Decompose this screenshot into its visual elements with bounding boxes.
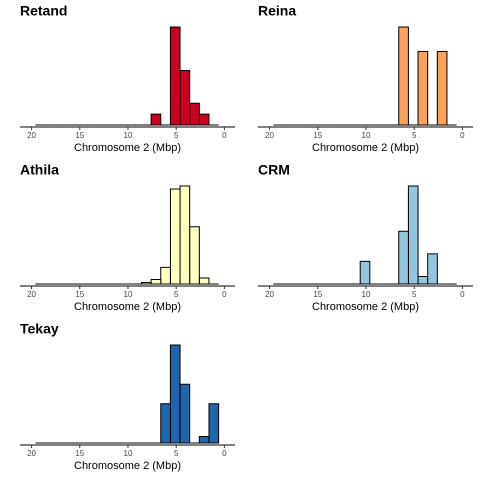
x-axis-label: Chromosome 2 (Mbp) [312, 301, 419, 313]
x-tick-label: 20 [27, 290, 36, 299]
x-tick-label: 15 [75, 131, 84, 140]
bar [407, 185, 419, 285]
bar [398, 26, 409, 126]
bar [179, 70, 191, 126]
bar [189, 226, 200, 285]
panel-title: Retand [20, 3, 67, 19]
x-axis-label: Chromosome 2 (Mbp) [74, 460, 181, 472]
bar [359, 260, 371, 285]
bar [198, 277, 210, 285]
bar [208, 403, 220, 444]
x-tick-label: 5 [174, 290, 179, 299]
x-tick-label: 15 [75, 290, 84, 299]
bar [198, 435, 210, 444]
x-tick-label: 15 [313, 290, 322, 299]
bar [198, 113, 210, 126]
x-tick-label: 15 [313, 131, 322, 140]
bar [160, 266, 171, 285]
bar [150, 278, 162, 285]
x-tick-label: 10 [362, 290, 371, 299]
x-tick-label: 5 [174, 449, 179, 458]
bar [140, 281, 152, 285]
bar [189, 102, 200, 126]
x-axis-label: Chromosome 2 (Mbp) [74, 142, 181, 154]
x-tick-label: 5 [412, 131, 417, 140]
x-tick-label: 10 [124, 290, 133, 299]
x-tick-label: 10 [124, 449, 133, 458]
bar [169, 344, 181, 444]
x-tick-label: 0 [222, 131, 227, 140]
x-tick-label: 0 [222, 290, 227, 299]
x-tick-label: 20 [27, 449, 36, 458]
x-axis-label: Chromosome 2 (Mbp) [312, 142, 419, 154]
x-tick-label: 0 [460, 290, 465, 299]
x-tick-label: 20 [265, 131, 274, 140]
bar [179, 185, 191, 285]
x-tick-label: 10 [124, 131, 133, 140]
panel-title: Reina [258, 3, 296, 19]
bar [169, 188, 181, 285]
bar [417, 51, 429, 126]
x-tick-label: 10 [362, 131, 371, 140]
bar [179, 383, 191, 444]
bar [160, 403, 171, 444]
x-axis-label: Chromosome 2 (Mbp) [74, 301, 181, 313]
bar [417, 275, 429, 285]
x-tick-label: 0 [460, 131, 465, 140]
panel-title: CRM [258, 162, 290, 178]
x-tick-label: 5 [174, 131, 179, 140]
panel-title: Athila [20, 162, 59, 178]
bar [436, 51, 448, 126]
bar [169, 26, 181, 126]
bar [150, 113, 162, 126]
x-tick-label: 15 [75, 449, 84, 458]
x-tick-label: 20 [27, 131, 36, 140]
x-tick-label: 0 [222, 449, 227, 458]
x-tick-label: 5 [412, 290, 417, 299]
x-tick-label: 20 [265, 290, 274, 299]
bar [427, 253, 438, 285]
bar [398, 230, 409, 285]
panel-title: Tekay [20, 321, 59, 337]
